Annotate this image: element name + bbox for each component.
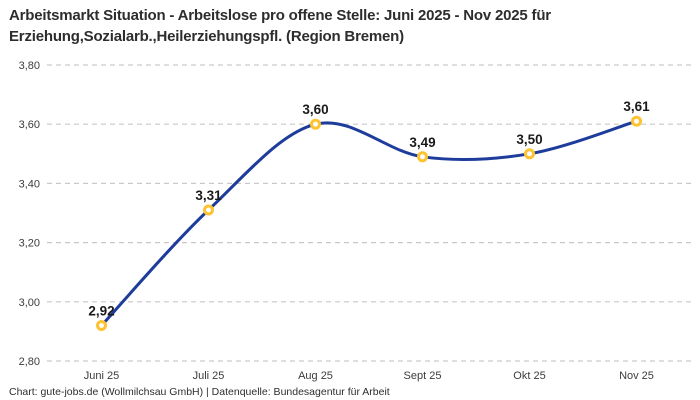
x-tick-label: Nov 25: [619, 370, 654, 382]
x-tick-label: Juli 25: [193, 370, 225, 382]
y-tick-label: 3,60: [19, 119, 40, 131]
data-point-marker: [524, 148, 535, 160]
y-tick-label: 2,80: [19, 356, 40, 368]
data-point-marker: [417, 151, 428, 163]
x-tick-label: Okt 25: [513, 370, 545, 382]
data-point-label: 2,92: [88, 304, 114, 319]
data-point-label: 3,49: [409, 135, 435, 150]
y-tick-label: 3,40: [19, 178, 40, 190]
chart-title: Arbeitsmarkt Situation - Arbeitslose pro…: [9, 7, 551, 45]
data-point-label: 3,61: [623, 99, 650, 114]
x-tick-label: Aug 25: [298, 370, 333, 382]
data-point-marker: [203, 204, 214, 216]
x-tick-label: Sept 25: [404, 370, 442, 382]
data-point-label: 3,60: [302, 102, 328, 117]
data-point-marker: [310, 118, 321, 130]
x-tick-label: Juni 25: [84, 370, 119, 382]
source-note: Chart: gute-jobs.de (Wollmilchsau GmbH) …: [9, 386, 390, 398]
y-tick-label: 3,20: [19, 238, 40, 250]
y-tick-label: 3,80: [19, 60, 40, 72]
data-point-marker: [631, 115, 642, 127]
data-point-label: 3,50: [516, 132, 542, 147]
data-point-label: 3,31: [195, 188, 222, 203]
data-point-marker: [96, 320, 107, 331]
y-tick-label: 3,00: [19, 297, 40, 309]
data-line: [100, 119, 638, 327]
